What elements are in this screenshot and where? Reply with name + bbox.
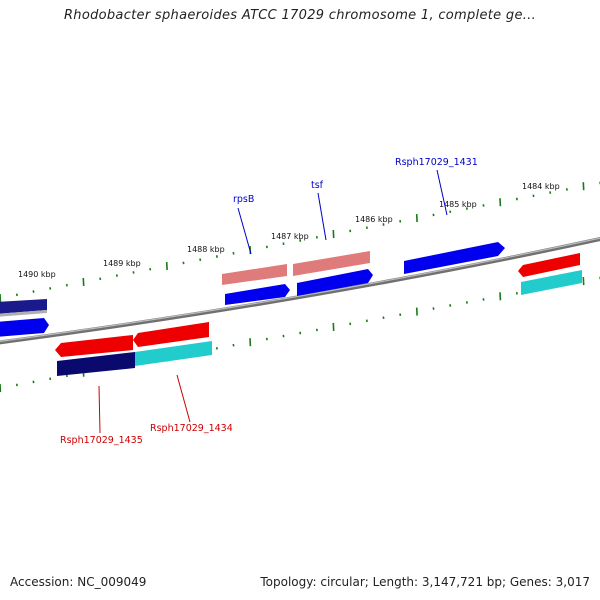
gene-label-rsph1431[interactable]: Rsph17029_1431 xyxy=(395,157,478,168)
leader-line-rsph1431 xyxy=(436,169,448,216)
map-title: Rhodobacter sphaeroides ATCC 17029 chrom… xyxy=(63,8,537,23)
gene-tsf-cds[interactable] xyxy=(297,269,373,296)
gene-feature-right-cyan[interactable] xyxy=(521,270,582,295)
outer-ruler xyxy=(0,181,600,303)
gene-feature-left-navy[interactable] xyxy=(0,299,47,314)
gene-rpsb-cds[interactable] xyxy=(225,284,290,305)
gene-feature-left-gray[interactable] xyxy=(0,310,47,317)
gene-feature-left-blue[interactable] xyxy=(0,318,49,337)
gene-label-tsf[interactable]: tsf xyxy=(311,180,324,191)
gene-tsf-rna[interactable] xyxy=(293,251,370,276)
gene-rsph1434-cds[interactable] xyxy=(133,322,209,347)
leader-line-rsph1434 xyxy=(176,374,191,423)
reverse-genes xyxy=(55,322,212,376)
topology-text: Topology: circular; Length: 3,147,721 bp… xyxy=(260,575,590,589)
leader-line-rpsb xyxy=(237,207,252,255)
ruler-label-1485: 1485 kbp xyxy=(439,200,477,209)
ruler-label-1489: 1489 kbp xyxy=(103,259,141,268)
ruler-label-1487: 1487 kbp xyxy=(271,232,309,241)
leader-line-rsph1435 xyxy=(98,385,101,434)
gene-feature-right-red[interactable] xyxy=(518,253,580,277)
gene-rsph1435-cds[interactable] xyxy=(55,335,133,357)
chromosome-backbone xyxy=(0,237,600,345)
accession-text: Accession: NC_009049 xyxy=(10,575,147,589)
ruler-label-1490: 1490 kbp xyxy=(18,270,56,279)
gene-rsph1431-cds[interactable] xyxy=(404,242,505,274)
gene-label-rsph1435[interactable]: Rsph17029_1435 xyxy=(60,435,143,446)
gene-rpsb-rna[interactable] xyxy=(222,264,287,285)
gene-rsph1434-rna[interactable] xyxy=(135,341,212,366)
gene-label-rsph1434[interactable]: Rsph17029_1434 xyxy=(150,423,233,434)
gene-label-rpsb[interactable]: rpsB xyxy=(233,194,254,205)
ruler-label-1488: 1488 kbp xyxy=(187,245,225,254)
forward-genes xyxy=(0,242,582,337)
ruler-label-1486: 1486 kbp xyxy=(355,215,393,224)
leader-line-tsf xyxy=(317,192,327,241)
gene-rsph1435-rna[interactable] xyxy=(57,352,135,376)
ruler-label-1484: 1484 kbp xyxy=(522,182,560,191)
chromosome-backbone-highlight xyxy=(0,237,600,342)
